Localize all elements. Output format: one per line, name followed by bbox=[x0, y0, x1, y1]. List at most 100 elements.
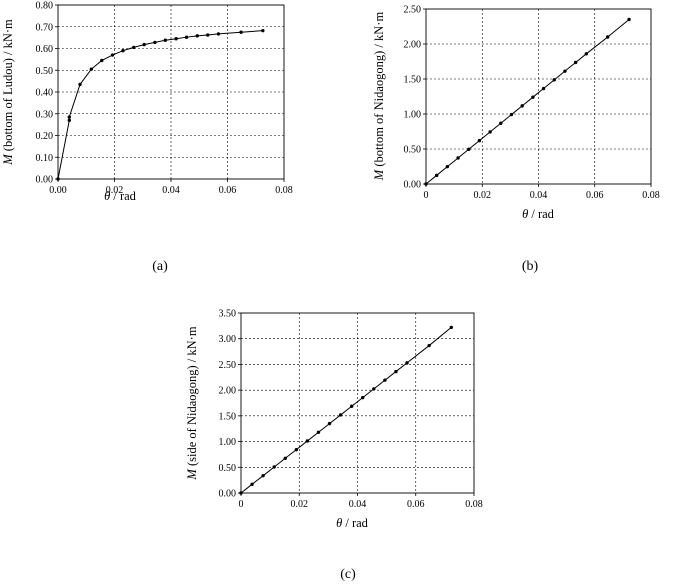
y-tick-label: 0.10 bbox=[36, 153, 54, 164]
chart-panel-c: 0 0.02 0.04 0.06 0.08 0.00 0.50 1.00 1.50 2.00 2.5… bbox=[185, 309, 483, 583]
y-tick-label: 1.50 bbox=[219, 411, 237, 422]
data-point bbox=[56, 177, 60, 181]
y-tick-label: 0.00 bbox=[404, 180, 422, 191]
panel-caption: (b) bbox=[522, 259, 539, 274]
data-point bbox=[132, 45, 136, 50]
data-point bbox=[445, 164, 450, 169]
data-point bbox=[509, 112, 514, 117]
x-axis-label: θ / rad bbox=[104, 189, 137, 203]
y-tick-label: 0.30 bbox=[36, 109, 54, 120]
x-tick-label: 0.04 bbox=[162, 185, 180, 196]
data-point bbox=[67, 115, 72, 119]
x-axis-symbol: θ bbox=[522, 207, 528, 221]
x-tick-label: 0 bbox=[424, 190, 429, 201]
x-axis-unit: / rad bbox=[528, 207, 554, 221]
series-line bbox=[425, 19, 630, 185]
y-axis-label: M (bottom of Nidaogong) / kN·m bbox=[372, 12, 386, 182]
data-point bbox=[239, 491, 243, 495]
data-point bbox=[488, 130, 492, 134]
y-tick-label: 0.50 bbox=[404, 145, 422, 156]
data-point bbox=[427, 343, 431, 348]
data-point bbox=[605, 35, 610, 39]
data-point bbox=[531, 95, 535, 99]
x-tick-label: 0.02 bbox=[291, 499, 309, 510]
x-tick-label: 0.08 bbox=[642, 190, 660, 201]
data-point bbox=[305, 439, 310, 443]
chart-panel-a: 0.00 0.02 0.04 0.06 0.08 0.00 0.10 0.20 0.30 0.40… bbox=[1, 1, 293, 275]
data-point bbox=[394, 369, 398, 374]
x-axis-label: θ / rad bbox=[522, 207, 555, 221]
y-tick-label: 2.50 bbox=[404, 5, 422, 16]
data-point bbox=[163, 38, 168, 42]
y-tick-label: 1.50 bbox=[404, 75, 422, 86]
data-point bbox=[627, 17, 631, 22]
chart-panel-b: 0 0.02 0.04 0.06 0.08 0.00 0.50 1.00 1.50 2.00 2.5… bbox=[372, 5, 660, 275]
data-point bbox=[67, 118, 72, 122]
y-tick-label: 1.00 bbox=[404, 110, 422, 121]
x-axis-unit: / rad bbox=[342, 516, 368, 530]
data-point bbox=[338, 413, 343, 417]
y-tick-label: 0.50 bbox=[219, 463, 237, 474]
data-point bbox=[153, 40, 157, 45]
y-tick-label: 3.50 bbox=[219, 309, 237, 320]
y-tick-label: 2.00 bbox=[404, 40, 422, 51]
x-tick-label: 0.00 bbox=[49, 185, 67, 196]
y-axis-description: (bottom of Nidaogong) / kN·m bbox=[372, 12, 386, 170]
x-tick-label: 0.08 bbox=[275, 185, 293, 196]
data-point bbox=[184, 35, 189, 39]
y-tick-label: 1.00 bbox=[219, 437, 237, 448]
y-tick-label: 0.50 bbox=[36, 66, 54, 77]
panel-caption: (c) bbox=[340, 567, 356, 582]
y-axis-label: M (side of Nidaogong) / kN·m bbox=[185, 326, 199, 480]
data-point bbox=[552, 78, 556, 82]
data-point bbox=[110, 53, 115, 57]
data-point bbox=[361, 395, 365, 400]
data-point bbox=[541, 86, 546, 91]
data-point bbox=[405, 361, 409, 365]
data-point bbox=[250, 482, 254, 487]
data-point bbox=[584, 52, 589, 56]
data-point bbox=[316, 430, 321, 434]
data-point bbox=[349, 404, 354, 408]
panel-caption: (a) bbox=[152, 259, 168, 274]
y-axis-symbol: M bbox=[185, 469, 199, 481]
y-tick-label: 2.00 bbox=[219, 386, 237, 397]
data-point bbox=[261, 28, 265, 33]
data-point bbox=[573, 60, 578, 65]
data-point bbox=[467, 147, 471, 151]
data-point bbox=[383, 378, 387, 382]
x-tick-label: 0.06 bbox=[586, 190, 604, 201]
y-tick-label: 3.00 bbox=[219, 334, 237, 345]
y-tick-label: 0.20 bbox=[36, 131, 54, 142]
x-tick-label: 0.02 bbox=[474, 190, 492, 201]
data-point bbox=[520, 104, 524, 108]
data-point bbox=[206, 33, 210, 37]
data-point bbox=[261, 473, 265, 478]
x-tick-label: 0.06 bbox=[219, 185, 237, 196]
y-tick-label: 0.00 bbox=[36, 175, 54, 186]
x-tick-label: 0.08 bbox=[465, 499, 483, 510]
y-tick-label: 0.40 bbox=[36, 88, 54, 99]
x-axis-unit: / rad bbox=[110, 189, 136, 203]
y-tick-label: 0.80 bbox=[36, 1, 54, 12]
x-tick-label: 0.02 bbox=[106, 185, 124, 196]
data-point bbox=[216, 32, 221, 36]
data-point bbox=[89, 67, 94, 71]
y-tick-label: 0.00 bbox=[219, 489, 237, 500]
y-tick-label: 2.50 bbox=[219, 360, 237, 371]
x-tick-label: 0.04 bbox=[349, 499, 367, 510]
data-point bbox=[456, 156, 460, 160]
data-point bbox=[239, 30, 243, 34]
data-point bbox=[142, 42, 146, 47]
data-point bbox=[121, 48, 125, 53]
y-axis-description: (side of Nidaogong) / kN·m bbox=[185, 326, 199, 469]
data-point bbox=[372, 387, 376, 391]
x-tick-label: 0 bbox=[239, 499, 244, 510]
data-point bbox=[563, 69, 567, 73]
data-point bbox=[499, 121, 503, 125]
y-tick-label: 0.60 bbox=[36, 44, 54, 55]
y-axis-description: (bottom of Ludou) / kN·m bbox=[1, 19, 15, 154]
y-axis-label: M (bottom of Ludou) / kN·m bbox=[1, 19, 15, 166]
y-axis-symbol: M bbox=[372, 169, 386, 181]
